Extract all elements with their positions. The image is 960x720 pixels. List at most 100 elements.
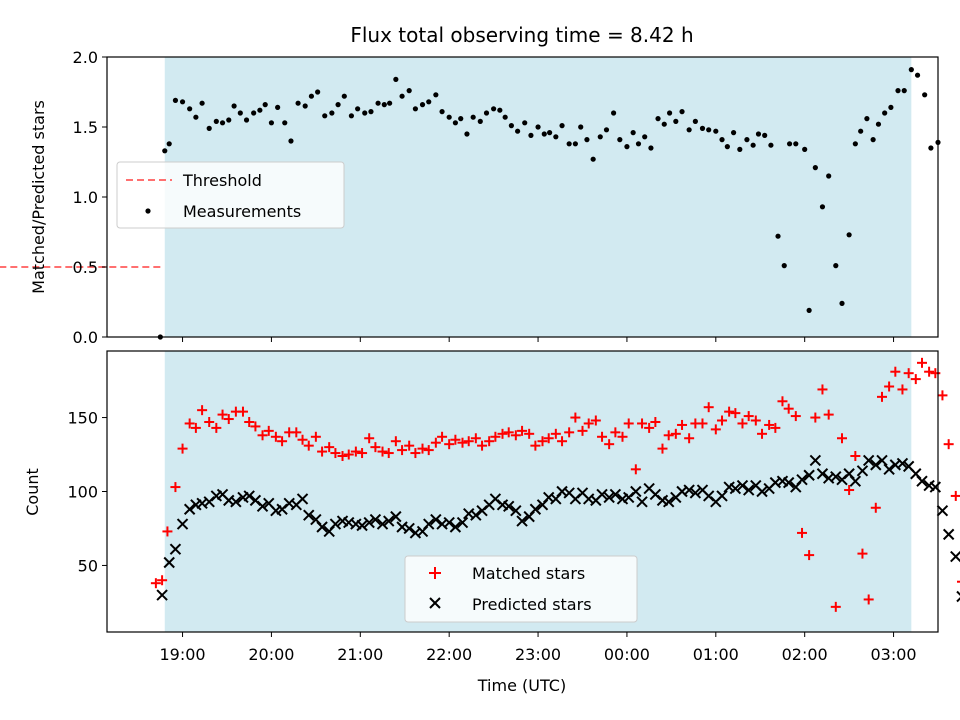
measurement-point: [179, 99, 186, 105]
measurement-point: [483, 110, 490, 116]
matched-star-point: [543, 433, 554, 444]
measurement-point: [541, 131, 547, 137]
matched-star-point: [330, 448, 341, 459]
measurement-point: [193, 114, 199, 120]
matched-star-point: [250, 421, 261, 432]
measurement-point: [666, 110, 673, 116]
matched-star-point: [550, 428, 561, 439]
measurement-point: [768, 142, 774, 148]
measurement-point: [648, 145, 654, 151]
predicted-star-point: [430, 513, 442, 526]
matched-star-point: [190, 422, 201, 433]
measurement-point: [162, 148, 168, 154]
matched-star-point: [317, 446, 328, 457]
measurement-point: [439, 109, 445, 115]
predicted-star-point: [356, 519, 368, 532]
predicted-star-point: [683, 484, 695, 496]
matched-star-point: [257, 430, 268, 441]
matched-star-point: [157, 575, 168, 586]
matched-star-point: [917, 357, 928, 368]
matched-star-point: [310, 431, 321, 442]
predicted-star-point: [470, 509, 482, 521]
matched-star-point: [617, 431, 628, 442]
matched-star-point: [810, 412, 821, 423]
measurement-point: [852, 141, 858, 147]
predicted-star-point: [636, 496, 648, 508]
matched-star-point: [204, 416, 215, 427]
matched-star-point: [370, 442, 381, 453]
predicted-star-point: [163, 556, 175, 569]
matched-star-point: [943, 439, 954, 450]
predicted-star-point: [956, 590, 960, 603]
measurement-point: [566, 141, 572, 147]
measurement-point: [686, 127, 692, 133]
matched-star-point: [677, 419, 688, 430]
measurement-point: [750, 142, 756, 148]
matched-star-point: [730, 408, 741, 419]
matched-star-point: [197, 405, 208, 416]
predicted-star-point: [662, 496, 675, 508]
matched-star-point: [770, 422, 781, 433]
matched-star-point: [217, 409, 228, 420]
predicted-star-point: [443, 516, 455, 529]
matched-star-point: [657, 443, 668, 454]
measurement-point: [888, 104, 894, 110]
matched-star-point: [162, 526, 173, 537]
measurement-point: [547, 130, 553, 136]
matched-star-point: [430, 437, 441, 448]
predicted-star-point: [516, 515, 528, 527]
matched-star-point: [623, 418, 634, 429]
matched-star-point: [790, 411, 801, 422]
matched-star-point: [324, 442, 335, 453]
predicted-star-point: [862, 454, 875, 467]
measurement-point: [858, 128, 864, 134]
measurement-point: [699, 125, 706, 131]
predicted-star-point: [803, 469, 815, 481]
legend-threshold-label: Threshold: [182, 171, 262, 190]
measurement-point: [355, 106, 361, 112]
axes-frame: [106, 56, 939, 338]
measurement-point: [295, 100, 301, 106]
measurement-point: [251, 110, 257, 116]
measurement-point: [812, 165, 818, 171]
measurement-point: [199, 100, 205, 106]
measurement-point: [584, 137, 590, 143]
predicted-star-point: [369, 513, 382, 526]
matched-star-point: [570, 412, 581, 423]
y-tick-label: 2.0: [73, 48, 98, 67]
predicted-star-point: [169, 543, 182, 555]
matched-star-point: [343, 449, 354, 460]
matched-star-point: [663, 430, 674, 441]
measurement-point: [744, 137, 750, 143]
measurement-point: [375, 100, 381, 106]
measurement-point: [322, 113, 328, 119]
predicted-star-point: [156, 589, 168, 601]
measurement-point: [452, 120, 458, 126]
predicted-star-point: [423, 518, 435, 530]
matched-star-point: [537, 436, 548, 447]
predicted-star-point: [936, 505, 949, 517]
measurement-point: [166, 141, 172, 147]
matched-star-point: [870, 502, 881, 513]
legend-measurements-label: Measurements: [183, 202, 301, 221]
predicted-star-point: [383, 515, 395, 527]
x-tick-label: 22:00: [426, 645, 472, 664]
matched-star-point: [184, 418, 195, 429]
matched-star-point: [844, 485, 855, 496]
predicted-star-point: [390, 510, 402, 523]
matched-star-point: [924, 366, 935, 377]
matched-star-point: [910, 374, 921, 385]
measurement-point: [819, 204, 826, 210]
measurement-point: [806, 307, 812, 313]
matched-star-point: [817, 384, 828, 395]
matched-star-point: [337, 451, 348, 462]
measurement-point: [187, 106, 193, 112]
predicted-star-point: [896, 457, 909, 470]
matched-star-point: [724, 406, 735, 417]
matched-star-point: [404, 440, 415, 451]
matched-star-point: [423, 445, 434, 456]
measurement-point: [231, 103, 237, 109]
predicted-star-point: [183, 503, 196, 515]
matched-star-point: [717, 415, 728, 426]
measurement-point: [597, 134, 603, 140]
